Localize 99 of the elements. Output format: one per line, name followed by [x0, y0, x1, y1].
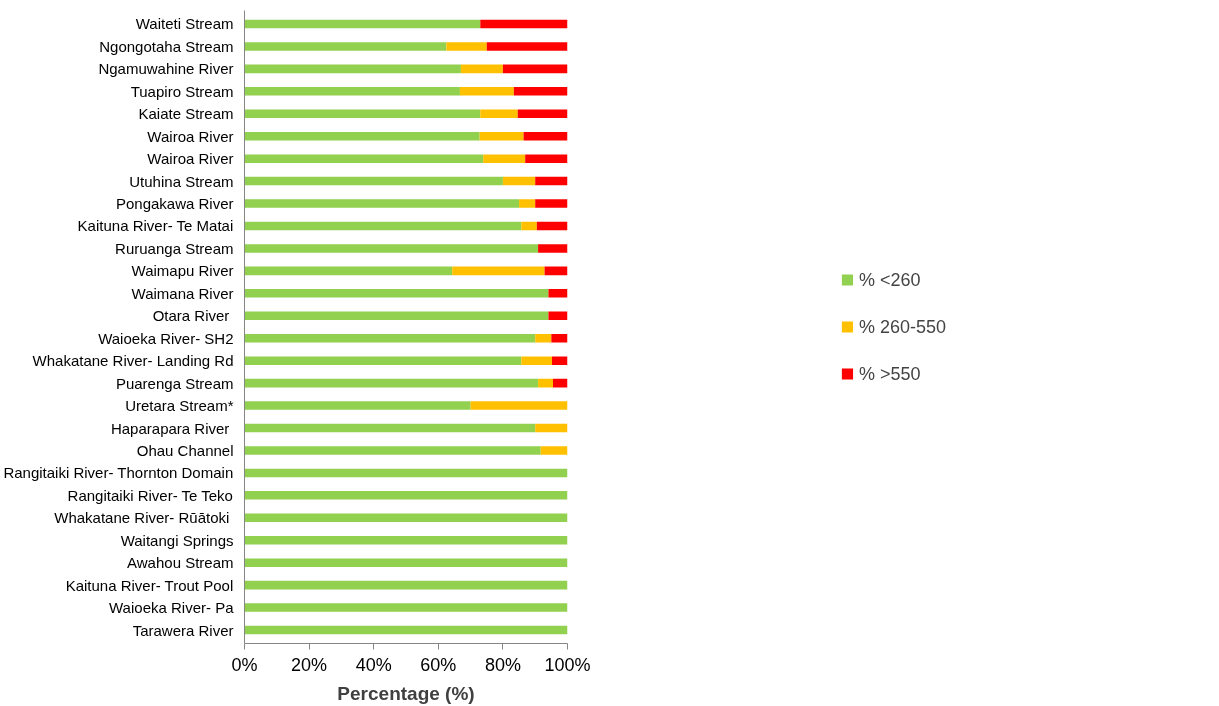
x-tick-label: 40%: [355, 654, 392, 675]
bar: [502, 176, 536, 186]
bar: [538, 378, 553, 388]
bar: [521, 356, 552, 365]
y-tick-label: Haparapara River: [110, 419, 230, 437]
bar: [502, 64, 568, 74]
bar: [519, 199, 536, 208]
y-tick-label: Uretara Stream*: [125, 397, 234, 415]
bar: [552, 356, 568, 365]
y-tick-label: Utuhina Stream: [129, 172, 234, 190]
bar: [244, 401, 471, 410]
bar: [244, 131, 480, 141]
bar: [244, 378, 539, 388]
y-tick-label: Waiteti Stream: [135, 15, 234, 33]
bar: [244, 535, 568, 545]
bar: [244, 64, 461, 74]
y-tick-label: Tuapiro Stream: [130, 82, 234, 100]
y-tick-label: Waitangi Springs: [120, 531, 234, 549]
bar: [535, 199, 568, 208]
bar: [244, 603, 568, 612]
y-tick-label: Kaituna River- Trout Pool: [65, 576, 234, 594]
bar: [552, 378, 568, 388]
y-tick-label: Kaituna River- Te Matai: [77, 217, 234, 235]
y-tick-label: Ohau Channel: [136, 441, 234, 459]
y-tick-label: Pongakawa River: [115, 195, 234, 213]
bar: [244, 446, 541, 455]
bar: [517, 109, 568, 119]
bar: [244, 513, 568, 523]
x-tick-label: 20%: [291, 654, 328, 675]
bar: [521, 221, 537, 231]
bar: [535, 333, 552, 343]
bar: [479, 131, 524, 141]
y-tick-label: Puarenga Stream: [115, 374, 234, 392]
bar: [244, 356, 522, 365]
bar: [523, 131, 568, 141]
bar: [470, 401, 568, 410]
y-tick-label: Waioeka River- SH2: [98, 329, 234, 347]
bar: [244, 87, 460, 96]
bar: [548, 311, 568, 321]
bar: [525, 154, 568, 163]
bar: [244, 19, 481, 29]
bar: [480, 109, 518, 119]
bar: [244, 580, 568, 590]
bar: [244, 109, 481, 119]
bar: [480, 19, 568, 29]
y-tick-label: Kaiate Stream: [138, 105, 234, 123]
bar: [540, 446, 568, 455]
bar: [244, 491, 568, 500]
bar: [244, 289, 549, 298]
bar: [244, 468, 568, 478]
bar: [244, 42, 447, 51]
bar: [244, 221, 522, 231]
y-tick-label: Wairoa River: [147, 127, 234, 145]
bar: [536, 221, 568, 231]
y-tick-label: Wairoa River: [147, 150, 234, 168]
x-tick-label: 80%: [484, 654, 521, 675]
y-tick-label: Whakatane River- Rūātoki: [54, 509, 230, 527]
bar: [244, 558, 568, 567]
bar: [446, 42, 487, 51]
y-tick-label: Ruruanga Stream: [115, 239, 234, 257]
x-tick-label: 100%: [544, 654, 591, 675]
bar: [244, 333, 536, 343]
x-axis-title: Percentage (%): [337, 682, 475, 704]
bar: [244, 423, 536, 433]
y-tick-label: Otara River: [152, 307, 230, 325]
bar: [483, 154, 526, 163]
legend-label: % >550: [858, 363, 921, 384]
legend-label: % <260: [858, 269, 921, 290]
bar: [244, 244, 539, 253]
y-tick-label: Waimapu River: [131, 262, 234, 280]
y-tick-label: Awahou Stream: [127, 554, 234, 572]
bar: [486, 42, 568, 51]
bar: [244, 154, 484, 163]
y-tick-label: Rangitaiki River- Thornton Domain: [3, 464, 234, 482]
bar: [244, 311, 549, 321]
bar: [460, 64, 503, 74]
legend-label: % 260-550: [858, 316, 947, 337]
bar: [538, 244, 568, 253]
bar: [244, 176, 503, 186]
bar: [535, 176, 568, 186]
bar: [452, 266, 545, 276]
y-tick-label: Rangitaiki River- Te Teko: [67, 486, 233, 504]
y-tick-label: Ngongotaha Stream: [99, 37, 234, 55]
bar: [244, 199, 520, 208]
bar: [535, 423, 568, 433]
bar: [548, 289, 568, 298]
x-tick-label: 60%: [420, 654, 457, 675]
y-tick-label: Ngamuwahine River: [98, 60, 234, 78]
y-tick-label: Tarawera River: [132, 621, 234, 639]
bar: [551, 333, 568, 343]
bar: [544, 266, 568, 276]
bar: [244, 625, 568, 635]
y-tick-label: Whakatane River- Landing Rd: [32, 352, 234, 370]
bar: [244, 266, 453, 276]
bar: [459, 87, 514, 96]
y-tick-label: Waimana River: [131, 284, 234, 302]
x-tick-label: 0%: [231, 654, 258, 675]
y-tick-label: Waioeka River- Pa: [109, 599, 235, 617]
bar: [513, 87, 568, 96]
